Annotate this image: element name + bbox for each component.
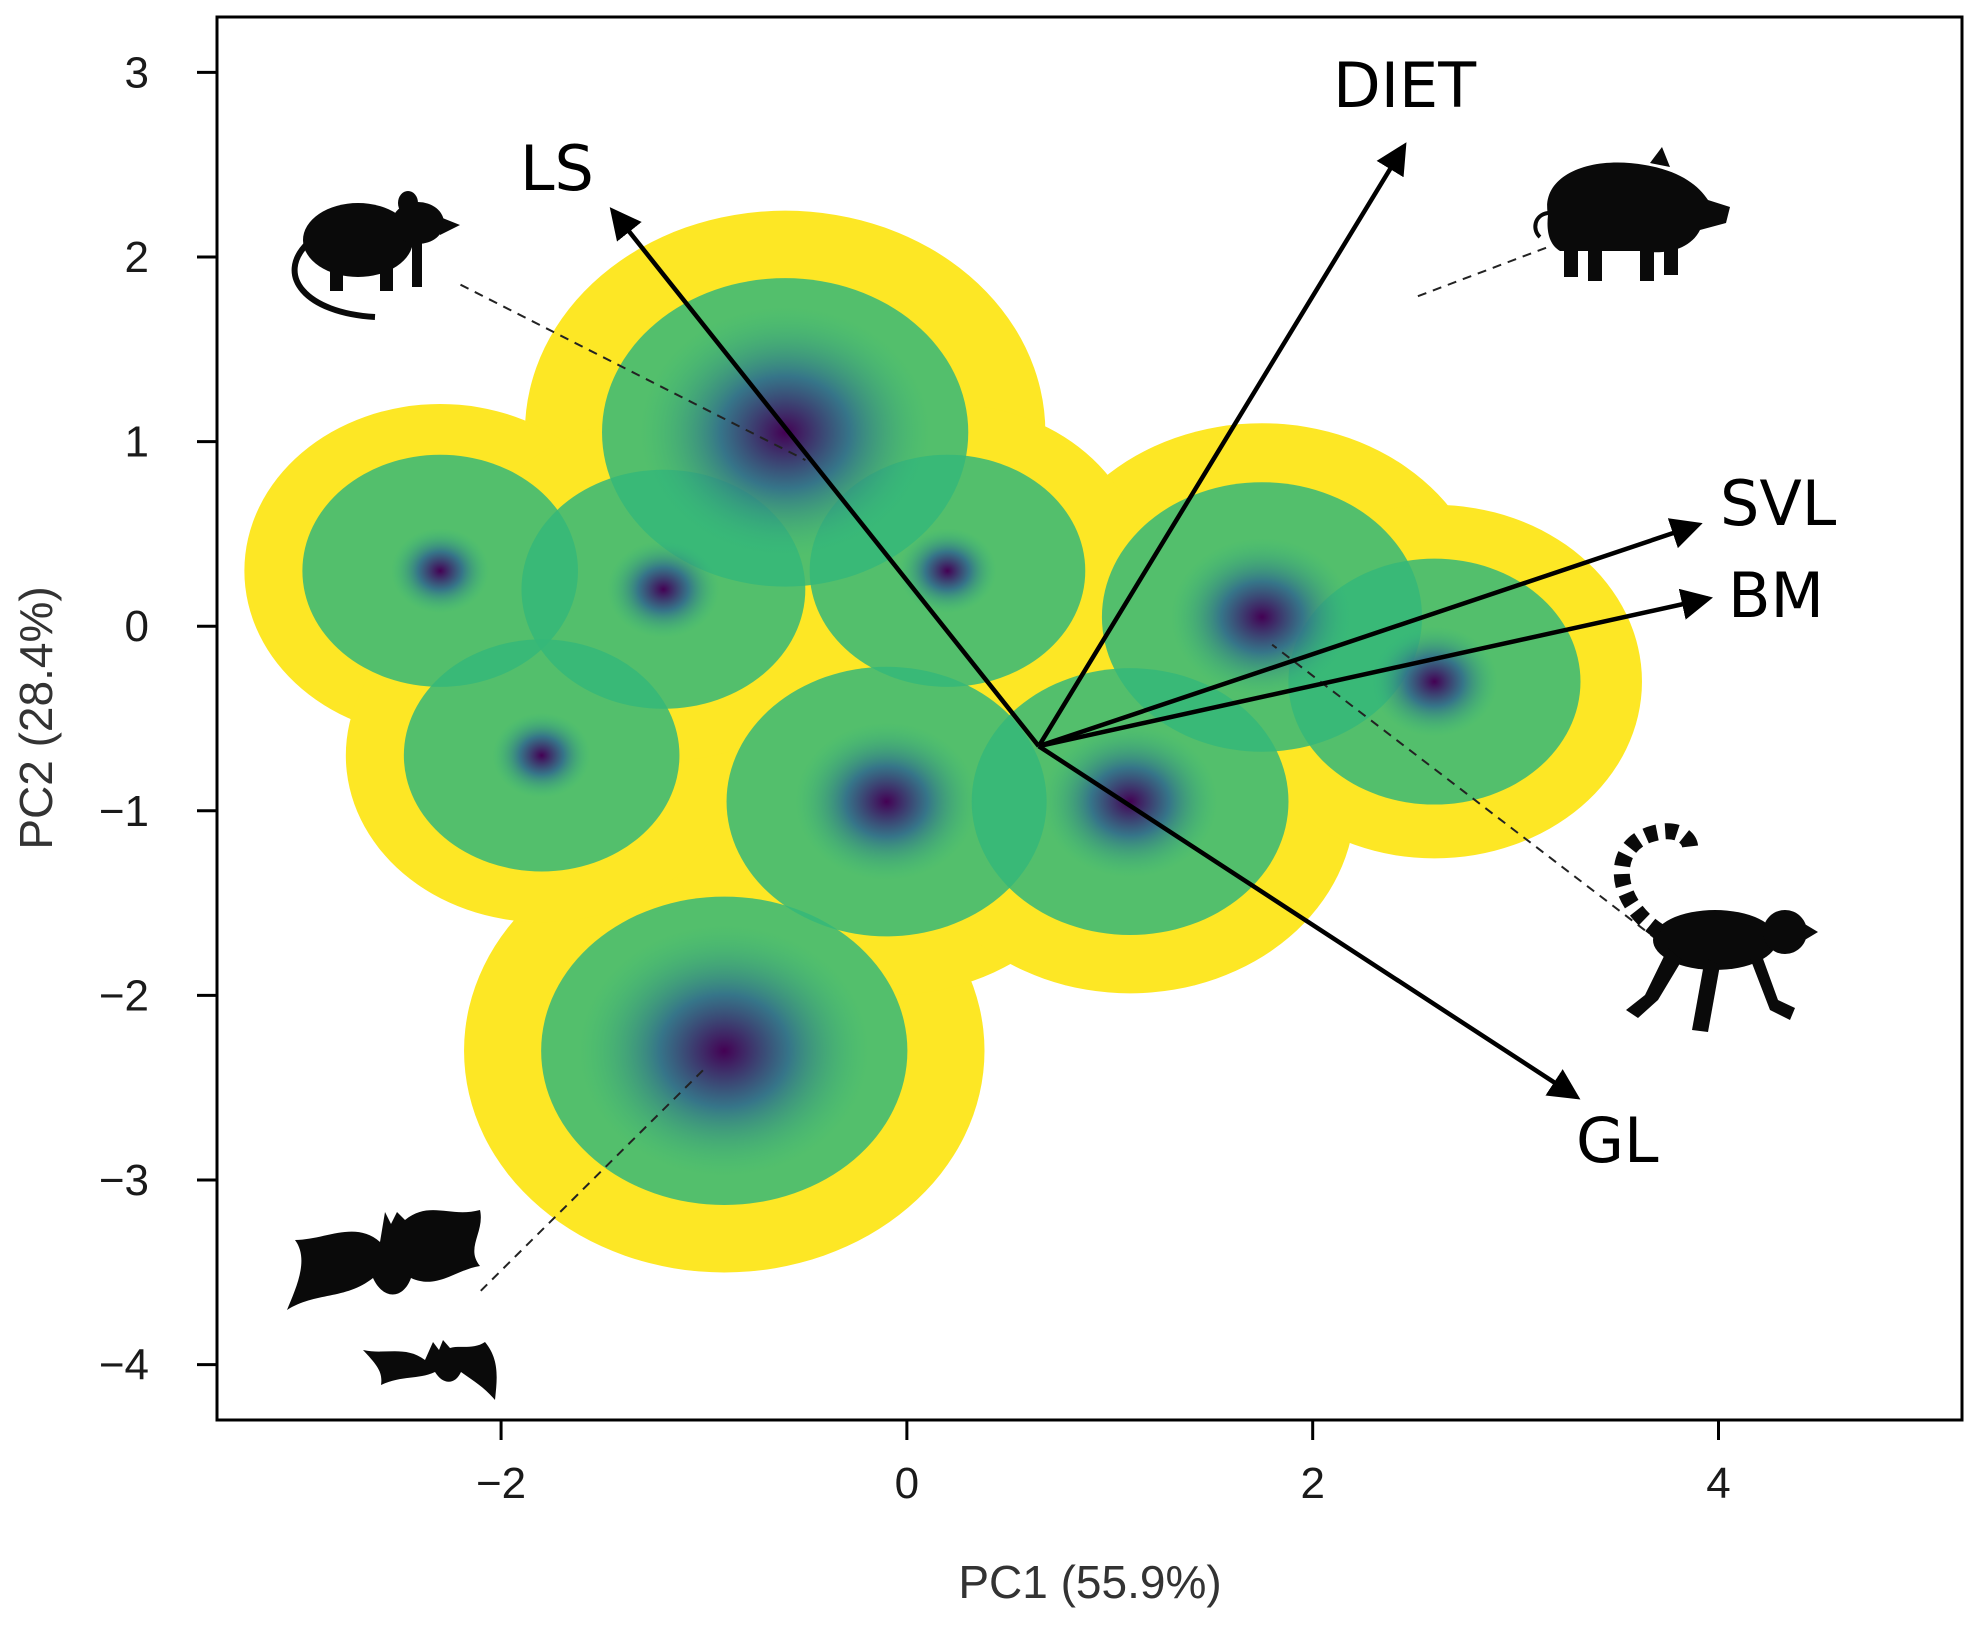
vector-bm [1038,588,1713,749]
density-peak [795,722,978,881]
x-tick-label: 4 [1706,1459,1730,1508]
density-peak [898,528,997,614]
bat-icon [287,1210,497,1400]
mouse-icon [291,191,460,320]
vector-gl [1037,744,1581,1100]
density-surface [244,210,1642,1273]
vector-diet [1036,142,1407,748]
density-peak [640,307,930,558]
annotation-guides [460,246,1659,1292]
loading-vectors [609,142,1713,1100]
vector-svl [1038,518,1703,749]
x-tick-label: 2 [1300,1459,1324,1508]
boar-icon [1533,147,1730,281]
plot-frame [215,15,1964,1422]
vector-ls [609,207,1041,748]
vector-label-gl: GL [1576,1104,1659,1177]
density-peak [1371,626,1498,737]
x-axis: −2 0 2 4 [476,1420,1731,1508]
density-peaks [391,307,1498,1177]
y-tick-label: 2 [125,233,149,282]
vector-label-bm: BM [1728,559,1824,632]
density-peak [1042,725,1218,878]
density-peak [391,528,490,614]
y-tick-label: −4 [99,1341,149,1390]
y-axis: −4 −3 −2 −1 0 1 2 3 [99,48,217,1390]
density-peak [607,540,720,638]
x-axis-title: PC1 (55.9%) [958,1556,1221,1608]
y-tick-label: 3 [125,48,149,97]
y-tick-label: 0 [125,602,149,651]
y-tick-label: 1 [125,418,149,467]
y-axis-title: PC2 (28.4%) [10,586,62,849]
density-peak [492,712,591,798]
vector-label-ls: LS [520,132,594,205]
y-tick-label: −1 [99,787,149,836]
y-tick-label: −3 [99,1156,149,1205]
vector-label-svl: SVL [1720,467,1837,540]
vector-label-diet: DIET [1333,49,1477,122]
y-tick-label: −2 [99,971,149,1020]
density-peak [579,925,869,1177]
x-tick-label: −2 [476,1459,526,1508]
x-tick-label: 0 [895,1459,919,1508]
boar-guide-line [1413,246,1547,299]
mouse-guide-line [460,283,806,461]
lemur-guide-line [1271,643,1659,941]
bat-guide-line [480,1068,705,1292]
lemur-icon [1613,823,1818,1032]
